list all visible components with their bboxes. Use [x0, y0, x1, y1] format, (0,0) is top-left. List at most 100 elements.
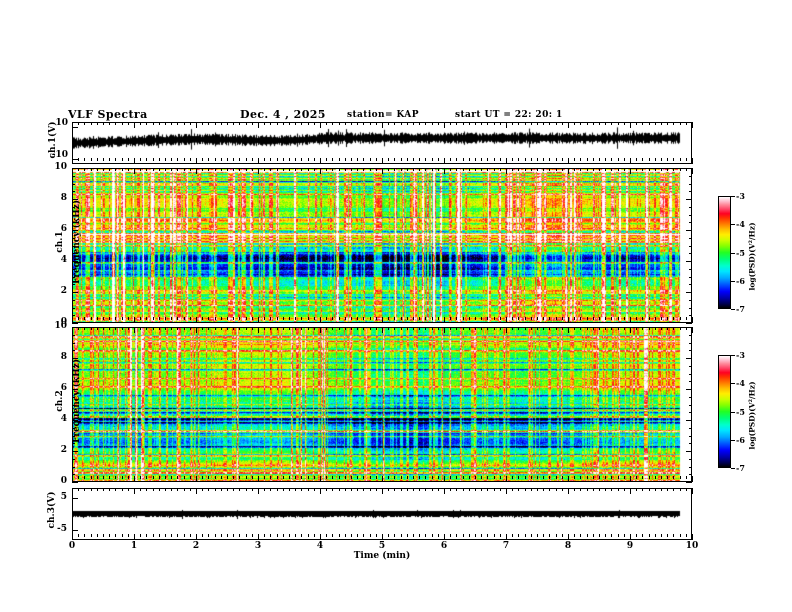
x-tick-mark [456, 168, 457, 171]
x-tick-mark [109, 168, 110, 171]
x-tick-mark [574, 158, 575, 161]
x-tick-mark [357, 317, 358, 320]
x-tick-mark [680, 327, 681, 330]
x-tick-mark [283, 122, 284, 125]
x-tick-mark [568, 476, 569, 482]
x-tick-mark [599, 327, 600, 330]
colorbar-tick-label: -4 [736, 378, 745, 388]
ch1-freq-minor-tick [72, 176, 75, 177]
x-tick-mark [636, 317, 637, 320]
ch1-spectrogram-image [73, 169, 691, 322]
x-tick-mark [78, 168, 79, 171]
ch2-freq-minor-tick [72, 451, 78, 452]
x-tick-mark [673, 317, 674, 320]
x-tick-mark [537, 317, 538, 320]
x-tick-mark [388, 158, 389, 161]
x-tick-mark [680, 317, 681, 320]
x-tick-mark [357, 327, 358, 330]
ch1-freq-minor-tick [72, 215, 75, 216]
xaxis-tick-label: 6 [440, 541, 448, 551]
x-tick-mark [320, 158, 321, 164]
x-tick-mark [97, 122, 98, 125]
x-tick-mark [599, 488, 600, 491]
x-tick-mark [655, 122, 656, 125]
x-tick-mark [636, 122, 637, 125]
x-tick-mark [332, 158, 333, 161]
x-tick-mark [146, 122, 147, 125]
x-tick-mark [239, 158, 240, 161]
x-tick-mark [413, 317, 414, 320]
x-tick-mark [667, 327, 668, 330]
ch2-freq-minor-tick [72, 405, 75, 406]
ch1-freq-minor-tick [72, 253, 75, 254]
x-tick-mark [283, 327, 284, 330]
x-tick-mark [177, 317, 178, 320]
x-tick-mark [587, 317, 588, 320]
x-tick-mark [624, 476, 625, 479]
x-tick-mark [122, 534, 123, 537]
x-tick-mark [78, 122, 79, 125]
x-tick-mark [649, 534, 650, 537]
x-tick-mark [171, 327, 172, 330]
x-tick-mark [500, 158, 501, 161]
x-tick-mark [221, 534, 222, 537]
x-tick-mark [487, 488, 488, 491]
x-tick-mark [277, 488, 278, 491]
ch1-freq-minor-tick-right [686, 292, 692, 293]
x-tick-mark [339, 534, 340, 537]
ch2-freq-minor-tick-right [689, 366, 692, 367]
x-tick-mark [413, 122, 414, 125]
x-tick-mark [134, 488, 135, 494]
x-tick-mark [407, 488, 408, 491]
x-tick-mark [283, 476, 284, 479]
x-tick-mark [277, 158, 278, 161]
x-tick-mark [463, 122, 464, 125]
x-tick-mark [320, 488, 321, 494]
x-tick-mark [432, 327, 433, 330]
x-tick-mark [444, 158, 445, 164]
x-tick-mark [667, 122, 668, 125]
x-tick-mark [109, 534, 110, 537]
ch1-freq-minor-tick-right [689, 315, 692, 316]
x-tick-mark [190, 534, 191, 537]
x-tick-mark [444, 317, 445, 323]
x-tick-mark [314, 317, 315, 320]
x-tick-mark [227, 168, 228, 171]
x-tick-mark [512, 317, 513, 320]
x-tick-mark [103, 168, 104, 171]
x-tick-mark [115, 168, 116, 171]
ch1-freq-minor-tick-right [689, 277, 692, 278]
x-tick-mark [171, 488, 172, 491]
ch1-freq-tick-label: 2 [60, 286, 67, 296]
x-tick-mark [239, 168, 240, 171]
ch2-freq-minor-tick-right [689, 443, 692, 444]
x-tick-mark [475, 476, 476, 479]
x-tick-mark [190, 317, 191, 320]
x-tick-mark [196, 534, 197, 540]
x-tick-mark [692, 317, 693, 323]
x-tick-mark [258, 327, 259, 333]
x-tick-mark [401, 476, 402, 479]
x-tick-mark [332, 317, 333, 320]
x-tick-mark [481, 168, 482, 171]
x-tick-mark [177, 158, 178, 161]
x-tick-mark [512, 168, 513, 171]
x-tick-mark [673, 488, 674, 491]
x-tick-mark [258, 158, 259, 164]
x-tick-mark [153, 488, 154, 491]
x-tick-mark [506, 168, 507, 174]
x-tick-mark [450, 317, 451, 320]
x-tick-mark [184, 488, 185, 491]
x-tick-mark [425, 317, 426, 320]
ch1-freq-minor-tick [72, 308, 75, 309]
x-tick-mark [208, 158, 209, 161]
ch1-freq-minor-tick [72, 284, 75, 285]
x-tick-mark [494, 488, 495, 491]
x-tick-mark [388, 534, 389, 537]
x-tick-mark [537, 158, 538, 161]
x-tick-mark [339, 327, 340, 330]
x-tick-mark [680, 122, 681, 125]
x-tick-mark [91, 158, 92, 161]
x-tick-mark [518, 327, 519, 330]
x-tick-mark [134, 476, 135, 482]
